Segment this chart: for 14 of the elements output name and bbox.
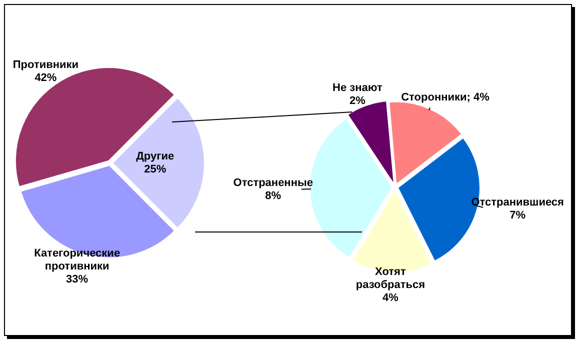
data-label: 4% xyxy=(382,292,399,304)
data-label: 25% xyxy=(144,164,166,176)
slice-label: Категорические противники xyxy=(34,247,120,272)
data-label: 8% xyxy=(265,190,282,202)
slice-label: Хотят разобраться xyxy=(356,266,426,291)
slice-label: Сторонники; 4% xyxy=(401,91,490,104)
data-label: 33% xyxy=(66,273,88,286)
slice-label: Другие xyxy=(136,150,174,163)
data-label: 42% xyxy=(34,72,57,84)
slice-label: Не знают xyxy=(332,82,384,94)
slice-label: Противники xyxy=(12,58,79,71)
data-label: 2% xyxy=(350,95,366,108)
data-label: 7% xyxy=(510,210,526,222)
slice-label: Отстраненные xyxy=(233,176,313,189)
